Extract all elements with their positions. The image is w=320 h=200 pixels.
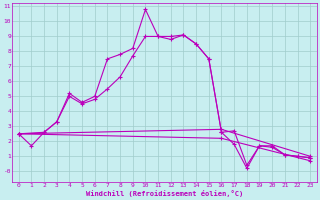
X-axis label: Windchill (Refroidissement éolien,°C): Windchill (Refroidissement éolien,°C) — [86, 190, 243, 197]
